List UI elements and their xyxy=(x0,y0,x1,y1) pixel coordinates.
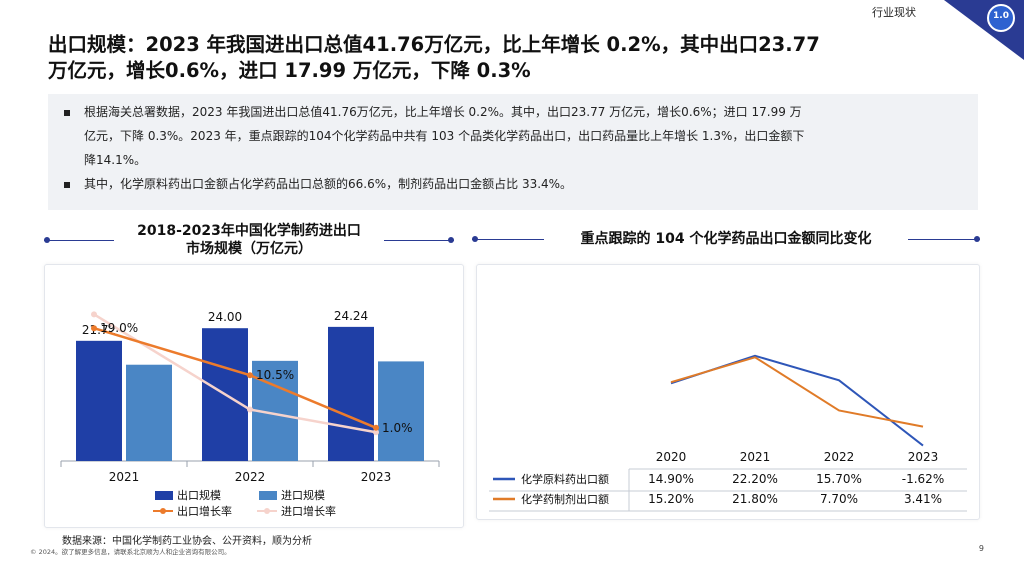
left-chart-panel: 21.72 2021 24.00 2022 24.24 2023 19.0% 10.5% 1.0… xyxy=(44,264,464,528)
legend-label: 进口增长率 xyxy=(281,505,336,518)
legend-swatch xyxy=(155,490,173,500)
export-rate-label: 1.0% xyxy=(382,421,413,435)
badge-number: 1.0 xyxy=(993,11,1009,21)
summary-box: 根据海关总署数据，2023 年我国进出口总值41.76万亿元，比上年增长 0.2… xyxy=(48,94,978,210)
left-chart-title-line-1: 2018-2023年中国化学制药进出口 xyxy=(137,223,361,239)
page-number: 9 xyxy=(978,544,984,553)
title-rule-left xyxy=(44,237,114,243)
headline-line-1: 出口规模：2023 年我国进出口总值41.76万亿元，比上年增长 0.2%，其中… xyxy=(48,33,820,56)
table-value-cell: 15.70% xyxy=(816,472,862,486)
section-label: 行业现状 xyxy=(872,6,916,19)
formulation-export-line xyxy=(670,356,924,428)
table-year-header: 2021 xyxy=(740,450,771,464)
x-tick-label: 2022 xyxy=(235,470,266,484)
bullet-1-line-3: 降14.1%。 xyxy=(84,153,147,167)
import-rate-point xyxy=(91,311,97,318)
legend-export-scale: 出口规模 xyxy=(155,487,221,503)
bullet-square-icon xyxy=(64,110,70,116)
table-year-header: 2022 xyxy=(824,450,855,464)
bullet-1-line-2: 亿元，下降 0.3%。2023 年，重点跟踪的104个化学药品中共有 103 个… xyxy=(84,129,805,143)
copyright: © 2024。欲了解更多信息，请联系北京顺为人和企业咨询有限公司。 xyxy=(30,548,231,556)
title-rule-left xyxy=(472,236,544,242)
export-rate-label: 19.0% xyxy=(100,321,138,335)
left-chart-title-line-2: 市场规模（万亿元） xyxy=(186,241,312,257)
table-value-cell: 22.20% xyxy=(732,472,778,486)
drug-export-growth-chart: 2020 2021 2022 2023 化学原料药出口额 14.90% 22.20% 15.7… xyxy=(489,354,967,512)
table-value-cell: 15.20% xyxy=(648,492,694,506)
import-rate-point xyxy=(373,429,379,436)
legend-swatch xyxy=(257,507,277,514)
export-bar xyxy=(328,326,374,461)
table-year-header: 2020 xyxy=(656,450,687,464)
import-bar xyxy=(126,364,172,461)
legend-label: 出口增长率 xyxy=(177,505,232,518)
table-value-cell: 21.80% xyxy=(732,492,778,506)
export-value-label: 24.00 xyxy=(208,310,242,324)
import-rate-point xyxy=(247,406,253,413)
table-series-name: 化学原料药出口额 xyxy=(521,472,609,486)
legend-label: 进口规模 xyxy=(281,489,325,502)
bullet-1-line-1: 根据海关总署数据，2023 年我国进出口总值41.76万亿元，比上年增长 0.2… xyxy=(84,105,802,119)
legend-export-rate: 出口增长率 xyxy=(153,503,232,519)
import-bar xyxy=(378,361,424,461)
right-chart-panel: 2020 2021 2022 2023 化学原料药出口额 14.90% 22.20% 15.7… xyxy=(476,264,980,520)
table-value-cell: 14.90% xyxy=(648,472,694,486)
left-chart-legend: 出口规模 进口规模 出口增长率 进口增长率 xyxy=(45,265,465,529)
page-headline: 出口规模：2023 年我国进出口总值41.76万亿元，比上年增长 0.2%，其中… xyxy=(48,32,958,84)
table-series-name: 化学药制剂出口额 xyxy=(521,492,609,506)
data-source: 数据来源：中国化学制药工业协会、公开资料，顺为分析 xyxy=(62,536,312,547)
legend-label: 出口规模 xyxy=(177,489,221,502)
export-rate-point xyxy=(373,424,379,431)
export-value-label: 24.24 xyxy=(334,309,368,323)
export-rate-label: 10.5% xyxy=(256,368,294,382)
rule-dot-icon xyxy=(472,236,478,242)
x-tick-label: 2023 xyxy=(361,470,392,484)
import-export-chart: 21.72202124.00202224.24202319.0%10.5%1.0… xyxy=(60,309,440,484)
title-rule-right xyxy=(384,237,454,243)
left-chart-title-row: 2018-2023年中国化学制药进出口 市场规模（万亿元） xyxy=(44,222,454,258)
rule-dot-icon xyxy=(448,237,454,243)
summary-bullet-2: 其中，化学原料药出口金额占化学药品出口总额的66.6%，制剂药品出口金额占比 3… xyxy=(60,172,966,196)
right-chart-title: 重点跟踪的 104 个化学药品出口金额同比变化 xyxy=(580,231,872,247)
table-value-cell: -1.62% xyxy=(902,472,944,486)
headline-line-2: 万亿元，增长0.6%，进口 17.99 万亿元，下降 0.3% xyxy=(48,59,531,82)
raw-drug-export-line xyxy=(670,354,924,447)
table-value-cell: 7.70% xyxy=(820,492,858,506)
table-value-cell: 3.41% xyxy=(904,492,942,506)
bullet-2-text: 其中，化学原料药出口金额占化学药品出口总额的66.6%，制剂药品出口金额占比 3… xyxy=(84,177,573,191)
left-chart-title: 2018-2023年中国化学制药进出口 市场规模（万亿元） xyxy=(114,222,384,258)
legend-swatch xyxy=(259,490,277,500)
x-tick-label: 2021 xyxy=(109,470,140,484)
legend-swatch xyxy=(153,507,173,514)
right-chart-title-row: 重点跟踪的 104 个化学药品出口金额同比变化 xyxy=(472,230,980,248)
rule-dot-icon xyxy=(44,237,50,243)
corner-badge: 1.0 xyxy=(944,0,1024,60)
export-rate-point xyxy=(247,372,253,379)
title-rule-right xyxy=(908,236,980,242)
table-year-header: 2023 xyxy=(908,450,939,464)
bullet-square-icon xyxy=(64,182,70,188)
legend-import-rate: 进口增长率 xyxy=(257,503,336,519)
summary-bullet-1: 根据海关总署数据，2023 年我国进出口总值41.76万亿元，比上年增长 0.2… xyxy=(60,100,966,172)
rule-dot-icon xyxy=(974,236,980,242)
export-rate-point xyxy=(91,325,97,332)
export-bar xyxy=(76,340,122,461)
legend-import-scale: 进口规模 xyxy=(259,487,325,503)
